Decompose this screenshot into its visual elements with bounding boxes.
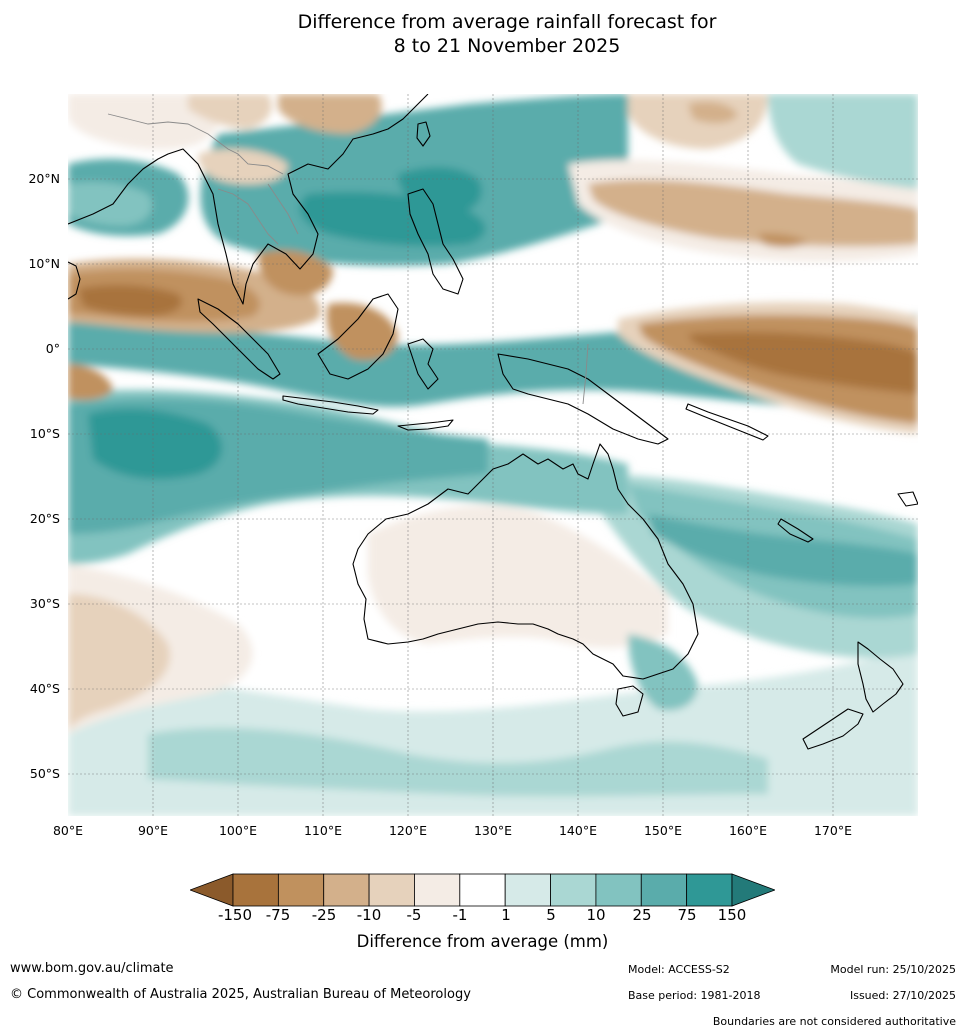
colorbar-tick: -10: [356, 906, 382, 924]
lon-label-140e: 140°E: [558, 823, 597, 838]
lat-label-30s: 30°S: [29, 596, 60, 611]
colorbar-tick: -150: [217, 906, 253, 924]
copyright-text: © Commonwealth of Australia 2025, Austra…: [10, 987, 471, 1002]
lat-label-20s: 20°S: [29, 511, 60, 526]
lon-label-80e: 80°E: [52, 823, 84, 838]
java-outline: [282, 395, 379, 415]
lon-label-120e: 120°E: [388, 823, 427, 838]
philippines-outline: [407, 188, 464, 295]
sri-lanka-outline: [68, 261, 81, 300]
lon-label-90e: 90°E: [137, 823, 169, 838]
colorbar-swatch: [277, 873, 325, 907]
asia-coast: [68, 94, 429, 305]
country-borders: [107, 113, 589, 405]
boundaries-disclaimer: Boundaries are not considered authoritat…: [712, 1015, 956, 1028]
colorbar-swatch: [504, 873, 551, 907]
lon-label-110e: 110°E: [303, 823, 342, 838]
lon-label-130e: 130°E: [473, 823, 512, 838]
borneo-outline: [317, 293, 399, 380]
lon-label-150e: 150°E: [643, 823, 682, 838]
new-zealand-north-outline: [857, 641, 904, 713]
colorbar: [188, 872, 777, 912]
colorbar-tick: 5: [546, 906, 556, 924]
colorbar-arrow-high: [731, 873, 777, 907]
fiji-outline: [897, 491, 918, 507]
colorbar-swatch: [640, 873, 688, 907]
colorbar-tick: 150: [717, 906, 747, 924]
graticule: [68, 94, 918, 816]
issued-text: Issued: 27/10/2025: [849, 989, 956, 1002]
colorbar-tick: -75: [265, 906, 291, 924]
new-zealand-south-outline: [802, 708, 864, 750]
lat-label-50s: 50°S: [29, 766, 60, 781]
title-line-2: 8 to 21 November 2025: [393, 35, 621, 57]
colorbar-swatch: [550, 873, 597, 907]
timor-outline: [397, 419, 454, 431]
map-svg: [68, 94, 918, 816]
chart-title: Difference from average rainfall forecas…: [0, 10, 965, 58]
colorbar-tick: -1: [452, 906, 468, 924]
colorbar-swatch: [323, 873, 370, 907]
colorbar-arrow-low: [188, 873, 234, 907]
lat-label-40s: 40°S: [29, 681, 60, 696]
taiwan-outline: [416, 121, 431, 147]
title-line-1: Difference from average rainfall forecas…: [297, 11, 717, 33]
colorbar-tick: -25: [311, 906, 337, 924]
colorbar-tick: 25: [632, 906, 652, 924]
new-caledonia-outline: [777, 518, 814, 543]
lon-label-100e: 100°E: [218, 823, 257, 838]
lat-label-10n: 10°N: [28, 256, 60, 271]
website-link[interactable]: www.bom.gov.au/climate: [10, 961, 174, 976]
colorbar-swatch: [232, 873, 279, 907]
colorbar-swatch: [459, 873, 506, 907]
lon-label-170e: 170°E: [813, 823, 852, 838]
new-guinea-outline: [497, 353, 669, 445]
model-text: Model: ACCESS-S2: [628, 963, 730, 976]
rainfall-map[interactable]: [68, 94, 918, 816]
colorbar-tick: 1: [501, 906, 511, 924]
colorbar-swatch: [414, 873, 461, 907]
lat-label-20n: 20°N: [28, 171, 60, 186]
colorbar-tick: 75: [677, 906, 697, 924]
colorbar-svg: [188, 873, 777, 907]
colorbar-swatch: [686, 873, 733, 907]
model-run-text: Model run: 25/10/2025: [830, 963, 956, 976]
coastlines: [68, 94, 918, 750]
lat-label-0: 0°: [45, 341, 60, 356]
solomon-islands-outline: [685, 403, 769, 441]
sulawesi-outline: [407, 338, 439, 390]
colorbar-swatch: [368, 873, 415, 907]
colorbar-tick: 10: [586, 906, 606, 924]
colorbar-title: Difference from average (mm): [356, 932, 609, 951]
base-period-text: Base period: 1981-2018: [628, 989, 761, 1002]
colorbar-tick: -5: [406, 906, 422, 924]
lat-label-10s: 10°S: [29, 426, 60, 441]
australia-outline: [352, 443, 699, 680]
colorbar-swatch: [595, 873, 642, 907]
sumatra-outline: [197, 298, 281, 380]
lon-label-160e: 160°E: [728, 823, 767, 838]
tasmania-outline: [615, 685, 644, 717]
